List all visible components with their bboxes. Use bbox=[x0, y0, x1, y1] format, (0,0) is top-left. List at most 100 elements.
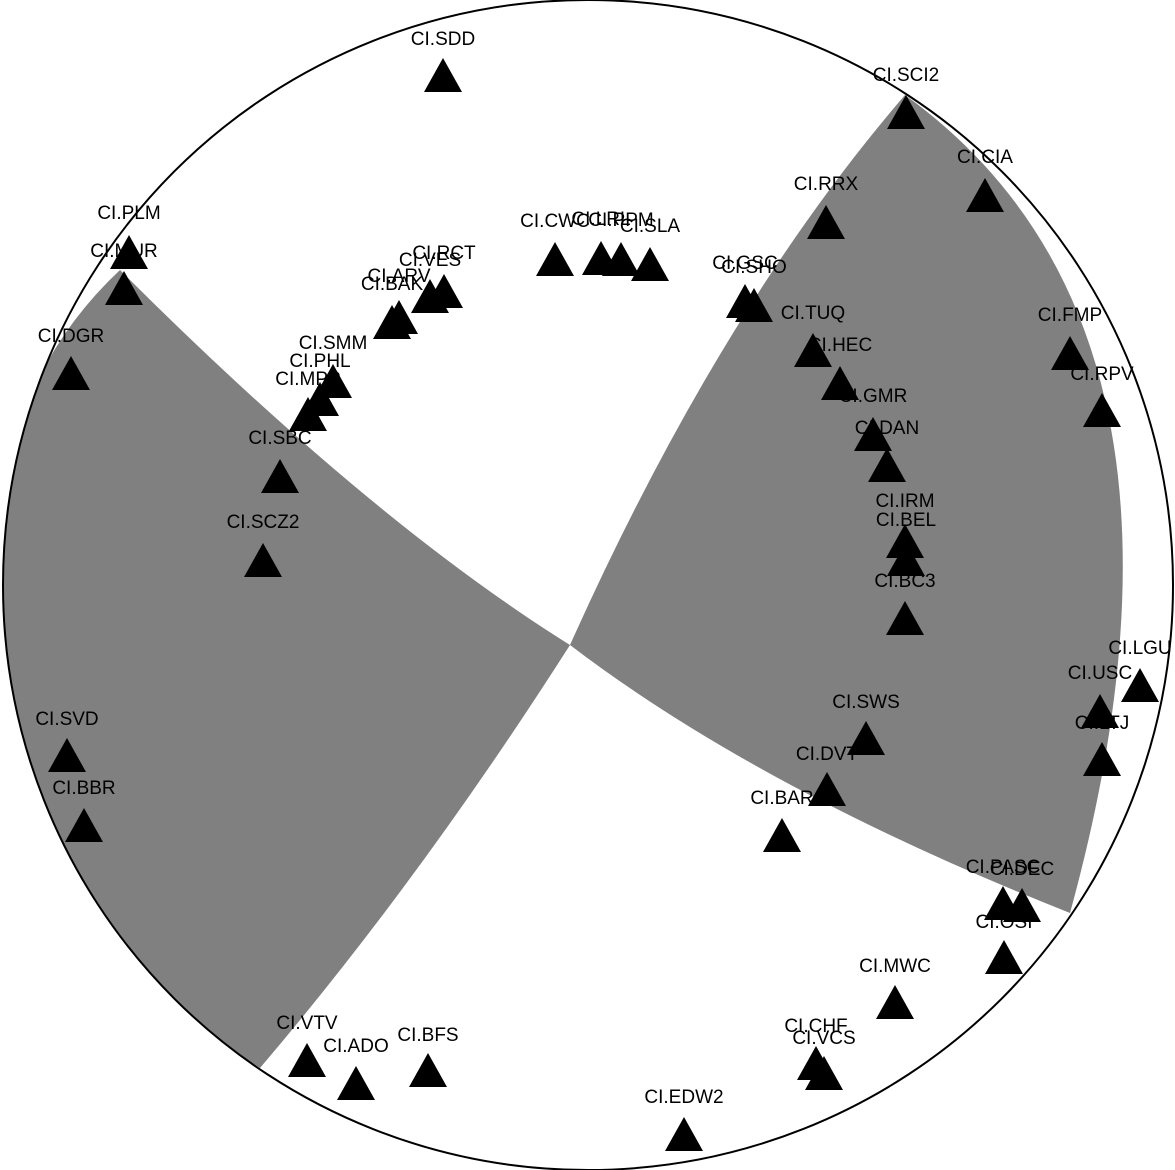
station-label: CI.DAN bbox=[855, 418, 919, 439]
station-label: CI.MUR bbox=[90, 241, 158, 262]
station-ci-ppm: CI.PPM bbox=[588, 210, 654, 276]
station-triangle-icon bbox=[805, 1056, 843, 1090]
station-label: CI.ARV bbox=[367, 266, 430, 287]
station-ci-bc3: CI.BC3 bbox=[874, 571, 936, 635]
station-triangle-icon bbox=[1003, 888, 1041, 922]
station-triangle-icon bbox=[735, 288, 773, 322]
station-triangle-icon bbox=[807, 205, 845, 239]
station-label: CI.VES bbox=[399, 250, 461, 271]
station-label: CI.PPM bbox=[588, 210, 653, 231]
station-triangle-icon bbox=[1051, 336, 1089, 370]
station-triangle-icon bbox=[876, 985, 914, 1019]
station-triangle-icon bbox=[886, 601, 924, 635]
station-label: CI.HEC bbox=[808, 335, 872, 356]
station-triangle-icon bbox=[1121, 668, 1159, 702]
station-label: CI.DEC bbox=[990, 859, 1054, 880]
station-label: CI.GSC bbox=[712, 253, 777, 274]
station-triangle-icon bbox=[244, 543, 282, 577]
station-triangle-icon bbox=[808, 772, 846, 806]
station-label: CI.SLA bbox=[620, 216, 681, 237]
station-ci-sci2: CI.SCI2 bbox=[873, 65, 940, 129]
station-label: CI.SBC bbox=[248, 428, 311, 449]
station-ci-bar: CI.BAR bbox=[750, 788, 814, 852]
station-label: CI.GMR bbox=[839, 386, 908, 407]
station-ci-ltj: CI.LTJ bbox=[1075, 713, 1130, 776]
station-label: CI.SWS bbox=[832, 692, 900, 713]
station-triangle-icon bbox=[288, 1043, 326, 1077]
station-label: CI.MPP bbox=[275, 369, 340, 390]
station-label: CI.EDW2 bbox=[644, 1087, 723, 1108]
station-ci-vtv: CI.VTV bbox=[276, 1013, 338, 1077]
station-ci-tuq: CI.TUQ bbox=[781, 303, 845, 367]
station-triangle-icon bbox=[411, 279, 449, 313]
station-ci-svd: CI.SVD bbox=[35, 709, 99, 772]
station-triangle-icon bbox=[1083, 393, 1121, 427]
station-ci-mwc: CI.MWC bbox=[859, 956, 931, 1019]
station-ci-dec: CI.DEC bbox=[990, 859, 1054, 922]
station-label: CI.LTJ bbox=[1075, 713, 1130, 734]
station-ci-irm: CI.IRM bbox=[875, 491, 935, 558]
station-label: CI.BEL bbox=[876, 510, 936, 531]
station-ci-gmr: CI.GMR bbox=[839, 386, 908, 451]
station-ci-mur: CI.MUR bbox=[90, 241, 158, 305]
station-triangle-icon bbox=[763, 818, 801, 852]
station-triangle-icon bbox=[887, 542, 925, 576]
station-label: CI.DGR bbox=[38, 326, 105, 347]
station-label: CI.BAK bbox=[361, 274, 424, 295]
station-label: CI.IRM bbox=[875, 491, 934, 512]
station-ci-plm: CI.PLM bbox=[97, 203, 161, 269]
station-triangle-icon bbox=[261, 459, 299, 493]
station-ci-ado: CI.ADO bbox=[323, 1036, 389, 1100]
station-ci-bak: CI.BAK bbox=[361, 274, 424, 339]
station-label: CI.SHO bbox=[721, 257, 786, 278]
station-label: CI.BFS bbox=[397, 1025, 458, 1046]
station-label: CI.VTV bbox=[276, 1013, 338, 1034]
station-triangle-icon bbox=[794, 333, 832, 367]
station-ci-ves: CI.VES bbox=[399, 250, 461, 313]
station-ci-sla: CI.SLA bbox=[620, 216, 681, 281]
station-triangle-icon bbox=[52, 356, 90, 390]
station-label: CI.BBR bbox=[52, 778, 115, 799]
station-ci-sbc: CI.SBC bbox=[248, 428, 312, 493]
station-ci-lgu: CI.LGU bbox=[1108, 638, 1172, 702]
station-ci-rpv: CI.RPV bbox=[1070, 364, 1134, 427]
station-ci-fmp: CI.FMP bbox=[1038, 305, 1102, 370]
station-ci-scz2: CI.SCZ2 bbox=[227, 512, 299, 577]
station-label: CI.SCI2 bbox=[873, 65, 940, 86]
station-triangle-icon bbox=[409, 1053, 447, 1087]
station-label: CI.TUQ bbox=[781, 303, 845, 324]
station-ci-dgr: CI.DGR bbox=[38, 326, 105, 390]
station-label: CI.PLM bbox=[97, 203, 160, 224]
station-label: CI.BAR bbox=[750, 788, 813, 809]
station-triangle-icon bbox=[868, 448, 906, 482]
station-triangle-icon bbox=[847, 721, 885, 755]
station-triangle-icon bbox=[887, 95, 925, 129]
station-ci-edw2: CI.EDW2 bbox=[644, 1087, 724, 1151]
station-ci-cwc: CI.CWC bbox=[520, 211, 590, 276]
station-label: CI.RCT bbox=[412, 243, 476, 264]
station-ci-osi: CI.OSI bbox=[975, 912, 1033, 974]
station-triangle-icon bbox=[337, 1066, 375, 1100]
station-ci-cia: CI.CIA bbox=[957, 147, 1013, 212]
station-label: CI.BC3 bbox=[874, 571, 935, 592]
station-triangle-icon bbox=[110, 235, 148, 269]
station-ci-hec: CI.HEC bbox=[808, 335, 872, 400]
station-label: CI.SMM bbox=[299, 333, 368, 354]
station-label: CI.DVT bbox=[796, 744, 859, 765]
station-triangle-icon bbox=[886, 524, 924, 558]
station-ci-vcs: CI.VCS bbox=[792, 1028, 856, 1090]
station-ci-sdd: CI.SDD bbox=[411, 29, 475, 92]
station-layer: CI.SDD CI.SCI2 CI.CIA CI.RRX CI.PLM CI.MUR CI.… bbox=[35, 29, 1172, 1151]
station-label: CI.CIA bbox=[957, 147, 1013, 168]
station-triangle-icon bbox=[65, 808, 103, 842]
station-ci-bel: CI.BEL bbox=[876, 510, 936, 576]
station-triangle-icon bbox=[289, 397, 327, 431]
station-label: CI.FMP bbox=[1038, 305, 1102, 326]
station-label: CI.ADO bbox=[323, 1036, 388, 1057]
station-label: CI.RPV bbox=[1070, 364, 1134, 385]
station-triangle-icon bbox=[1083, 742, 1121, 776]
station-triangle-icon bbox=[105, 271, 143, 305]
station-label: CI.LGU bbox=[1108, 638, 1171, 659]
station-triangle-icon bbox=[631, 247, 669, 281]
